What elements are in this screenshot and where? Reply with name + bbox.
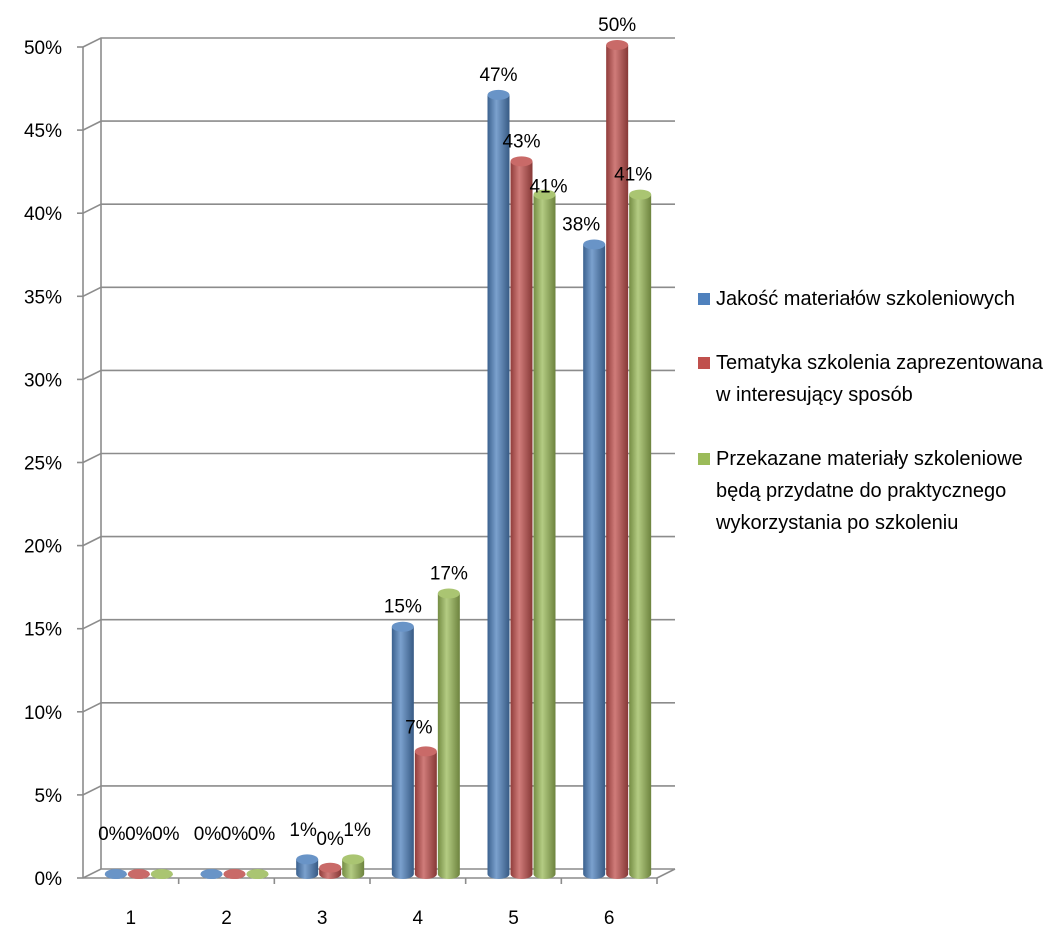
data-label: 0% xyxy=(248,824,276,845)
data-label: 17% xyxy=(430,563,468,584)
bar-series-1-cat-1 xyxy=(104,869,127,879)
legend-item-series-2: Tematyka szkolenia zaprezentowana w inte… xyxy=(698,347,1058,411)
data-label: 50% xyxy=(598,15,636,36)
x-tick-labels: 1 2 3 4 5 6 xyxy=(126,908,615,929)
data-label: 0% xyxy=(221,824,249,845)
x-tick-label: 1 xyxy=(126,908,137,929)
data-label: 43% xyxy=(502,131,540,152)
data-label: 0% xyxy=(194,824,222,845)
y-tick-label: 15% xyxy=(24,620,62,641)
data-label: 41% xyxy=(614,165,652,186)
bar-series-1-cat-2 xyxy=(200,869,223,879)
bar-series-2-cat-6 xyxy=(606,40,629,879)
y-tick-label: 45% xyxy=(24,121,62,142)
x-tick-label: 4 xyxy=(413,908,424,929)
bar-series-2-cat-1 xyxy=(127,869,150,879)
bar-series-2-cat-4 xyxy=(414,746,437,879)
x-tick-label: 3 xyxy=(317,908,328,929)
data-label: 15% xyxy=(384,597,422,618)
legend-label-series-3: Przekazane materiały szkoleniowe będą pr… xyxy=(716,448,1023,534)
legend: Jakość materiałów szkoleniowych Tematyka… xyxy=(698,283,1058,571)
legend-label-series-1: Jakość materiałów szkoleniowych xyxy=(716,288,1016,310)
y-tick-label: 35% xyxy=(24,287,62,308)
data-label: 38% xyxy=(562,214,600,235)
data-label: 41% xyxy=(529,177,567,198)
bar-series-3-cat-1 xyxy=(150,869,173,879)
legend-label-series-2: Tematyka szkolenia zaprezentowana w inte… xyxy=(716,352,1043,406)
y-tick-label: 0% xyxy=(35,869,63,890)
bar-series-1-cat-4 xyxy=(391,621,414,879)
legend-item-series-1: Jakość materiałów szkoleniowych xyxy=(698,283,1058,315)
bar-series-3-cat-4 xyxy=(437,588,460,879)
legend-item-series-3: Przekazane materiały szkoleniowe będą pr… xyxy=(698,443,1058,539)
y-tick-label: 10% xyxy=(24,703,62,724)
y-tick-label: 50% xyxy=(24,38,62,59)
data-label: 7% xyxy=(405,717,433,738)
bar-series-1-cat-3 xyxy=(296,854,319,879)
y-tick-label: 20% xyxy=(24,537,62,558)
bars-layer xyxy=(104,40,652,880)
y-tick-label: 40% xyxy=(24,204,62,225)
bar-series-1-cat-6 xyxy=(583,239,606,879)
data-label: 0% xyxy=(125,824,153,845)
y-tick-label: 25% xyxy=(24,454,62,475)
bar-series-2-cat-3 xyxy=(319,862,342,879)
bar-series-3-cat-6 xyxy=(629,189,652,879)
y-tick-labels: 0% 5% 10% 15% 20% 25% 30% 35% 40% 45% 50% xyxy=(24,38,62,890)
bar-series-3-cat-3 xyxy=(342,854,365,879)
legend-swatch-series-1 xyxy=(698,293,710,305)
axes xyxy=(77,38,676,884)
data-label: 47% xyxy=(479,65,517,86)
bar-series-3-cat-5 xyxy=(533,189,556,879)
data-labels-layer: 0% 0% 0% 0% 0% 0% 1% 0% 1%15%7%17%47%43%41%38%50… xyxy=(98,15,652,850)
y-tick-label: 5% xyxy=(35,786,63,807)
x-tick-label: 6 xyxy=(604,908,615,929)
gridline xyxy=(82,203,675,214)
data-label: 0% xyxy=(152,824,180,845)
floor-edge xyxy=(656,868,676,879)
bar-series-1-cat-5 xyxy=(487,89,510,880)
gridline xyxy=(82,120,675,131)
bar-series-2-cat-5 xyxy=(510,156,533,880)
bar-series-2-cat-2 xyxy=(223,869,246,879)
data-label: 1% xyxy=(343,820,371,841)
legend-swatch-series-2 xyxy=(698,357,710,369)
data-label: 0% xyxy=(98,824,126,845)
data-label: 1% xyxy=(289,820,317,841)
gridline xyxy=(82,37,675,48)
x-tick-label: 5 xyxy=(508,908,519,929)
y-tick-label: 30% xyxy=(24,370,62,391)
x-tick-label: 2 xyxy=(221,908,232,929)
legend-swatch-series-3 xyxy=(698,453,710,465)
bar-series-3-cat-2 xyxy=(246,869,269,879)
data-label: 0% xyxy=(316,829,344,850)
